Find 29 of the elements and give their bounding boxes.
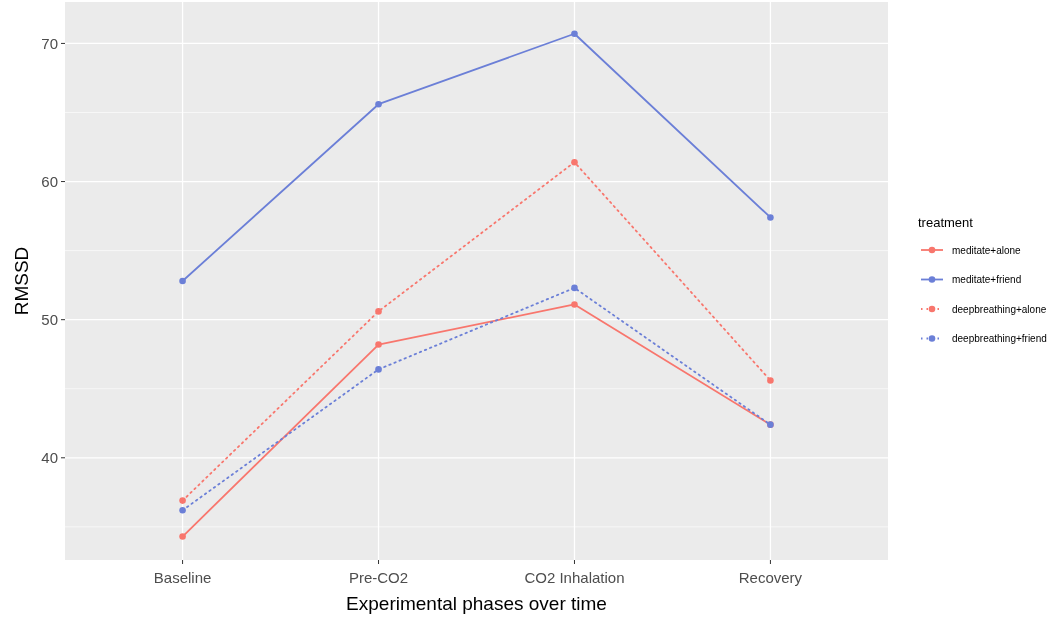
- point: [179, 533, 186, 540]
- y-tick-label: 60: [41, 172, 58, 190]
- x-tick-label: Baseline: [153, 569, 212, 586]
- y-tick-label: 70: [41, 34, 58, 52]
- x-axis-title: Experimental phases over time: [346, 593, 607, 614]
- point: [375, 100, 382, 108]
- point: [375, 366, 382, 373]
- point: [179, 506, 186, 514]
- point: [767, 377, 774, 384]
- point: [375, 308, 382, 315]
- legend-title: treatment: [918, 214, 974, 230]
- point: [179, 497, 186, 504]
- legend-label: meditate+alone: [952, 244, 1022, 256]
- point: [571, 158, 578, 166]
- point: [571, 284, 578, 292]
- y-tick-label: 40: [41, 449, 58, 467]
- x-tick-label: Pre-CO2: [348, 569, 409, 586]
- point: [767, 214, 774, 221]
- point: [179, 277, 186, 285]
- x-tick-label: CO2 Inhalation: [524, 569, 625, 586]
- y-axis-title: RMSSD: [11, 246, 32, 316]
- legend-label: meditate+friend: [952, 274, 1022, 285]
- legend-label: deepbreathing+friend: [952, 333, 1047, 344]
- legend-label: deepbreathing+alone: [952, 303, 1047, 315]
- point: [375, 341, 382, 348]
- point: [571, 301, 578, 308]
- y-tick-label: 50: [41, 310, 58, 328]
- point: [571, 30, 578, 38]
- x-tick-label: Recovery: [738, 569, 803, 586]
